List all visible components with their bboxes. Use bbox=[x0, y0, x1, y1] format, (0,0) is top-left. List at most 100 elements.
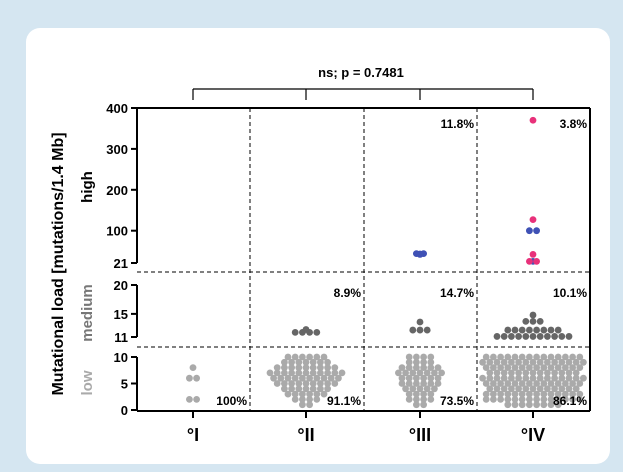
data-point bbox=[324, 380, 331, 387]
data-point bbox=[420, 401, 427, 409]
data-point bbox=[405, 353, 413, 361]
data-point bbox=[540, 380, 548, 387]
data-point bbox=[508, 374, 515, 382]
data-point bbox=[309, 385, 317, 393]
data-point bbox=[335, 374, 342, 382]
data-point bbox=[324, 385, 331, 393]
y-tick-label-low-0: 0 bbox=[121, 403, 128, 418]
data-point bbox=[438, 369, 445, 377]
data-point bbox=[317, 358, 324, 366]
data-point bbox=[518, 380, 526, 387]
data-point bbox=[313, 390, 321, 398]
data-point bbox=[533, 353, 540, 361]
data-point bbox=[518, 401, 526, 409]
data-points bbox=[186, 116, 587, 409]
data-point bbox=[504, 364, 512, 371]
data-point bbox=[281, 358, 288, 366]
percentage-label-6: 100% bbox=[216, 394, 247, 408]
data-point bbox=[497, 396, 504, 403]
data-point bbox=[522, 318, 530, 325]
percentage-label-1: 11.8% bbox=[441, 117, 475, 131]
data-point bbox=[295, 385, 303, 393]
data-point bbox=[482, 396, 490, 403]
data-point bbox=[511, 380, 519, 387]
data-point bbox=[306, 396, 313, 403]
data-point bbox=[547, 401, 555, 409]
data-point bbox=[526, 227, 533, 235]
data-point bbox=[547, 396, 555, 403]
data-point bbox=[511, 401, 519, 409]
data-point bbox=[508, 385, 515, 393]
data-point bbox=[554, 390, 562, 398]
data-point bbox=[504, 396, 512, 403]
data-point bbox=[405, 374, 413, 382]
data-point bbox=[558, 385, 566, 393]
data-point bbox=[572, 374, 580, 382]
significance-label: ns; p = 0.7481 bbox=[318, 65, 404, 80]
data-point bbox=[490, 396, 497, 403]
data-point bbox=[511, 364, 519, 371]
data-point bbox=[540, 353, 548, 361]
data-point bbox=[482, 390, 490, 398]
data-point bbox=[395, 369, 402, 377]
data-point bbox=[558, 333, 566, 340]
data-point bbox=[302, 380, 310, 387]
percentage-label-7: 91.1% bbox=[327, 394, 361, 408]
data-point bbox=[309, 364, 317, 371]
data-point bbox=[416, 250, 424, 258]
data-point bbox=[522, 333, 530, 340]
data-point bbox=[320, 390, 328, 398]
data-point bbox=[536, 385, 544, 393]
y-tick-label-low-5: 5 bbox=[121, 377, 128, 392]
data-point bbox=[562, 380, 569, 387]
data-point bbox=[526, 401, 533, 409]
data-point bbox=[572, 369, 580, 377]
data-point bbox=[423, 326, 431, 334]
data-point bbox=[313, 353, 321, 361]
data-point bbox=[511, 390, 519, 398]
y-tick-label-high-300: 300 bbox=[106, 142, 128, 157]
data-point bbox=[544, 385, 551, 393]
data-point bbox=[409, 385, 417, 393]
data-point bbox=[309, 380, 317, 387]
data-point bbox=[526, 326, 533, 334]
data-point bbox=[529, 216, 537, 224]
data-point bbox=[569, 380, 576, 387]
data-point bbox=[413, 396, 420, 403]
data-point bbox=[544, 333, 551, 340]
data-point bbox=[565, 358, 573, 366]
data-point bbox=[413, 380, 420, 387]
data-point bbox=[504, 401, 512, 409]
data-point bbox=[569, 364, 576, 371]
data-point bbox=[576, 380, 584, 387]
data-point bbox=[291, 374, 299, 382]
data-point bbox=[544, 358, 551, 366]
data-point bbox=[533, 380, 540, 387]
data-point bbox=[558, 358, 566, 366]
data-point bbox=[420, 374, 427, 382]
data-point bbox=[427, 374, 435, 382]
data-point bbox=[313, 328, 321, 336]
data-point bbox=[277, 374, 285, 382]
data-point bbox=[427, 353, 435, 361]
data-point bbox=[320, 353, 328, 361]
data-point bbox=[295, 369, 303, 377]
data-point bbox=[331, 369, 339, 377]
data-point bbox=[324, 364, 331, 371]
data-point bbox=[331, 364, 339, 371]
data-point bbox=[189, 364, 197, 371]
data-point bbox=[193, 396, 201, 403]
data-point bbox=[536, 369, 544, 377]
data-point bbox=[544, 374, 551, 382]
data-point bbox=[500, 358, 508, 366]
panel-label-high: high bbox=[79, 171, 96, 203]
y-axis-label: Mutational load [mutations/1.4 Mb] bbox=[50, 132, 67, 395]
data-point bbox=[565, 374, 573, 382]
data-point bbox=[529, 311, 537, 319]
data-point bbox=[518, 396, 526, 403]
data-point bbox=[540, 326, 548, 334]
data-point bbox=[551, 333, 558, 340]
data-point bbox=[547, 390, 555, 398]
data-point bbox=[515, 374, 522, 382]
